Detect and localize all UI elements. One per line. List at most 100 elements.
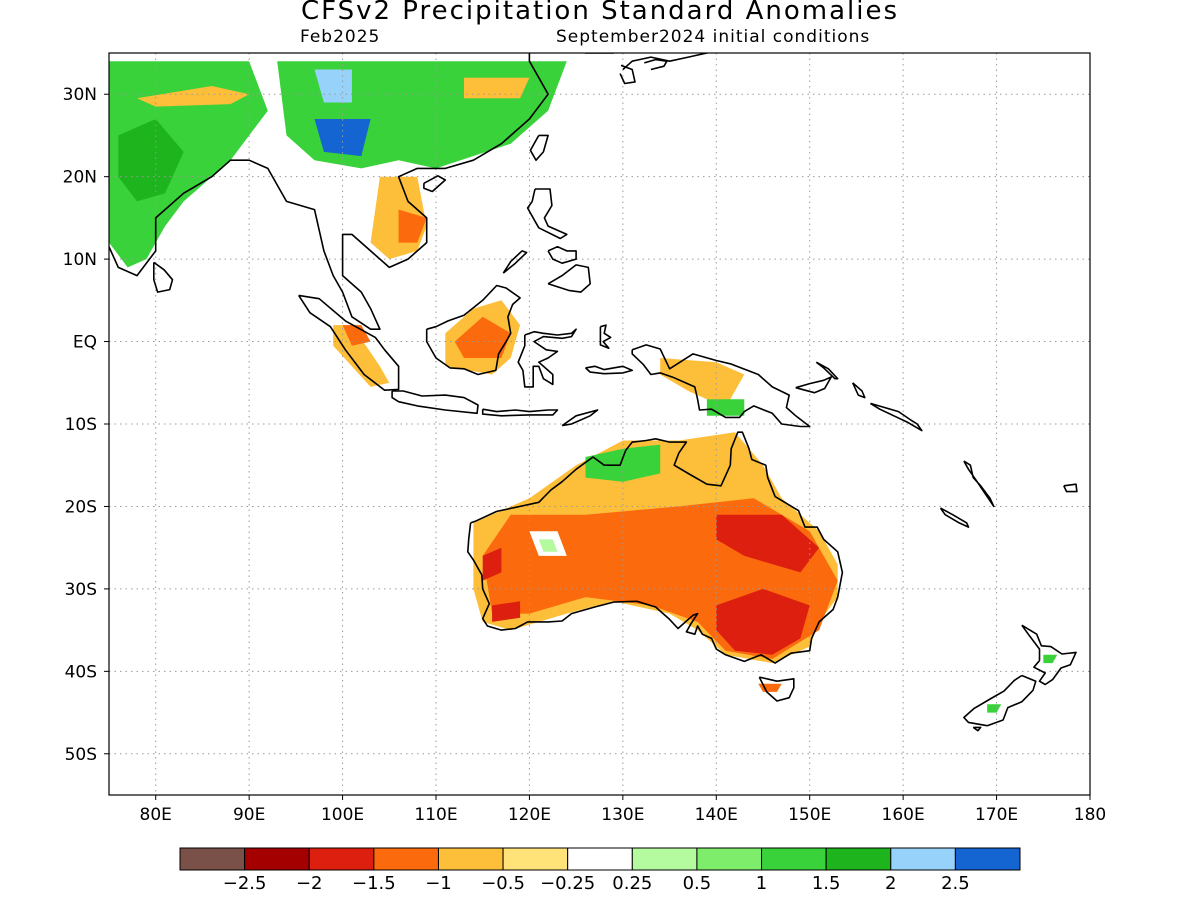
coastline-sri-lanka: [153, 261, 174, 293]
coastline-sumatra: [298, 294, 400, 392]
legend-swatch: [179, 847, 246, 871]
legend-swatch: [373, 847, 439, 871]
coastline-nz-south-island: [963, 674, 1037, 727]
anomaly-india-wetter: [118, 119, 184, 202]
coastline-tasmania: [758, 676, 795, 702]
coastline-new-caledonia: [939, 507, 970, 528]
coastline-vanuatu: [963, 460, 995, 508]
lon-tick-label: 100E: [321, 805, 364, 825]
coastline-taiwan: [529, 134, 549, 161]
anomaly-borneo-drier: [454, 316, 511, 358]
coastline-bougainville: [851, 382, 866, 399]
lat-tick-label: 40S: [65, 662, 97, 682]
coastline-borneo: [425, 284, 521, 376]
lon-tick-label: 150E: [788, 805, 831, 825]
legend-label: 0.25: [612, 873, 652, 894]
valid-month-label: Feb2025: [300, 27, 381, 47]
axis-ticks: 80E 90E 100E 110E 120E 130E 140E 150E 160E 170E 18…: [63, 85, 1107, 825]
legend-label: −1: [425, 873, 452, 894]
lat-tick-label: 10S: [65, 415, 97, 435]
lat-tick-label: 50S: [65, 745, 97, 765]
coastline-palawan: [502, 250, 528, 274]
legend-swatch: [308, 847, 375, 871]
coastline-asia-mainland: [109, 53, 615, 331]
coastline-japan-shikoku: [644, 58, 668, 71]
anomaly-australia-strong-west: [482, 547, 502, 581]
lon-tick-label: 170E: [975, 805, 1018, 825]
coastline-visayas: [547, 245, 577, 265]
coastline-australia: [466, 431, 844, 664]
coastline-lesser-sunda: [481, 408, 559, 417]
legend-label: −0.5: [481, 873, 525, 894]
lat-tick-label: 30N: [63, 85, 97, 105]
lon-tick-label: 110E: [414, 805, 457, 825]
anomaly-china-dry-patch: [464, 77, 530, 99]
legend-swatch: [567, 847, 633, 871]
legend-label: −2: [296, 873, 323, 894]
legend-label: 2: [885, 873, 896, 894]
anomaly-nz-wet-south: [987, 704, 1002, 713]
coastline-luzon: [526, 188, 568, 240]
legend-label: −1.5: [352, 873, 396, 894]
legend-label: 1.5: [812, 873, 841, 894]
lon-tick-label: 140E: [695, 805, 738, 825]
legend-label: 2.5: [941, 873, 970, 894]
anomaly-sumatra-dry: [333, 325, 390, 387]
color-legend: −2.5 −2 −1.5 −1 −0.5 −0.25 0.25 0.5 1 1.5 2 2.5: [179, 847, 1021, 894]
legend-label: −0.25: [540, 873, 595, 894]
anomaly-china-blue-south: [314, 119, 371, 157]
coastline-stewart-island: [972, 726, 982, 732]
anomaly-new-guinea-dry: [660, 358, 745, 408]
legend-swatch: [437, 847, 504, 871]
lon-tick-label: 120E: [508, 805, 551, 825]
initial-conditions-label: September2024 initial conditions: [556, 27, 871, 47]
coastline-solomons: [869, 402, 923, 432]
coastline-fiji: [1063, 483, 1078, 493]
coastline-hainan: [423, 175, 447, 193]
anomaly-australia-strong-southwest: [492, 601, 521, 622]
legend-swatch: [825, 847, 892, 871]
anomaly-australia-strong-southeast: [716, 588, 810, 655]
lat-tick-label: 10N: [63, 250, 97, 270]
legend-label: 0.5: [683, 873, 712, 894]
grid-lines: [109, 53, 1090, 795]
coastline-new-ireland: [815, 361, 839, 380]
legend-swatch: [890, 847, 956, 871]
anomaly-australia-strong-east: [716, 514, 820, 573]
coastline-new-guinea: [631, 344, 811, 428]
coastline-mindanao: [547, 264, 592, 293]
legend-swatch: [761, 847, 827, 871]
coastlines: [109, 53, 1078, 732]
map-title: CFSv2 Precipitation Standard Anomalies: [300, 0, 900, 26]
legend-swatch: [502, 847, 569, 871]
legend-swatch: [954, 847, 1021, 871]
anomaly-india-wet: [109, 61, 268, 268]
anomaly-layer: [109, 61, 1058, 713]
lat-tick-label: 30S: [65, 580, 97, 600]
lon-tick-label: 80E: [140, 805, 172, 825]
lon-tick-label: 160E: [882, 805, 925, 825]
coastline-java: [391, 390, 479, 415]
legend-swatch: [631, 847, 698, 871]
legend-label: 1: [756, 873, 767, 894]
coastline-japan-honshu: [622, 53, 709, 71]
anomaly-australia-north-wet: [585, 444, 661, 482]
coastline-seram-buru: [584, 365, 634, 375]
coastline-nz-north-island: [1021, 624, 1077, 686]
coastline-timor: [561, 409, 599, 427]
coastline-japan-kyushu: [619, 64, 636, 85]
lon-tick-label: 180: [1074, 805, 1106, 825]
anomaly-india-dry-strip: [137, 86, 250, 107]
coastline-new-britain: [795, 376, 833, 394]
coastline-sulawesi: [517, 328, 577, 388]
lon-tick-label: 130E: [601, 805, 644, 825]
anomaly-australia-neutral-wet: [538, 539, 558, 552]
lat-tick-label: EQ: [73, 333, 97, 353]
anomaly-new-guinea-wet: [706, 399, 745, 416]
anomaly-vietnam-drier: [398, 209, 427, 243]
coastline-halmahera: [599, 324, 612, 350]
legend-swatch: [696, 847, 763, 871]
legend-swatch: [244, 847, 310, 871]
lon-tick-label: 90E: [233, 805, 265, 825]
